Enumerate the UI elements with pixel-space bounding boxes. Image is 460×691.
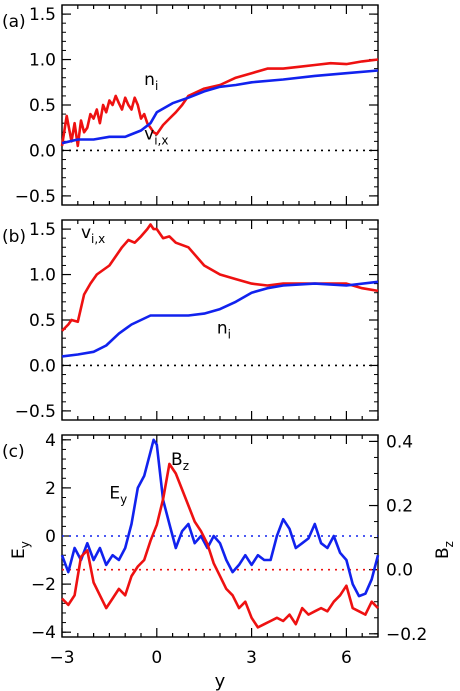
annotation-label: ni [144, 70, 158, 93]
panel-2: −0.5 0.0 0.5 1.0 1.5(b) [2, 219, 379, 422]
annotation-label: ni [217, 319, 231, 342]
y-tick-label: 1.5 [29, 5, 56, 25]
y2-tick-label: 0.4 [386, 432, 413, 452]
y-tick-label: 1.5 [29, 220, 56, 240]
annotation-label: Ey [109, 484, 127, 507]
series-line-vix [61, 69, 379, 145]
y-tick-label: 0 [45, 527, 56, 547]
y-tick-label: 0.0 [29, 356, 56, 376]
series-line-ni [60, 58, 379, 148]
y-tick-label: 0.5 [29, 96, 56, 116]
x-tick-label: 3 [246, 648, 257, 668]
y-tick-label: 2 [45, 479, 56, 499]
y-tick-label: 4 [45, 431, 56, 451]
y2-tick-label: −0.2 [386, 625, 427, 645]
y2-tick-label: 0.0 [386, 561, 413, 581]
panel-label: (b) [2, 227, 26, 247]
y-tick-label: 1.0 [29, 51, 56, 71]
y2-axis-label: Bz [433, 541, 456, 559]
y-tick-label: 0.0 [29, 141, 56, 161]
panel-3: −4 −2 0 2 4 −0.2 0.0 0.2 0.4 (c) −3 0 3 6 y [2, 431, 427, 691]
y-tick-label: −0.5 [15, 187, 56, 207]
y-tick-label: −4 [31, 623, 56, 643]
x-tick-label: 0 [151, 648, 162, 668]
panel-label: (c) [2, 442, 25, 462]
panel-1: −0.5 0.0 0.5 1.0 1.5(a) [2, 4, 379, 207]
y-tick-label: 0.5 [29, 311, 56, 331]
series-line-ey [60, 438, 380, 598]
annotation-label: vi,x [144, 125, 168, 148]
annotation-label: vi,x [81, 223, 105, 246]
y-tick-label: −0.5 [15, 402, 56, 422]
series-line-vix [61, 223, 379, 332]
x-axis-label: y [215, 671, 226, 691]
y2-tick-label: 0.2 [386, 497, 413, 517]
annotation-label: Bz [171, 450, 189, 473]
y-tick-label: −2 [31, 575, 56, 595]
panel-label: (a) [2, 12, 26, 32]
x-tick-label: −3 [49, 648, 74, 668]
series-line-ni [61, 280, 379, 358]
series-line-bz [61, 462, 379, 629]
y-axis-label: Ey [9, 541, 32, 559]
x-tick-label: 6 [341, 648, 352, 668]
y-tick-label: 1.0 [29, 266, 56, 286]
